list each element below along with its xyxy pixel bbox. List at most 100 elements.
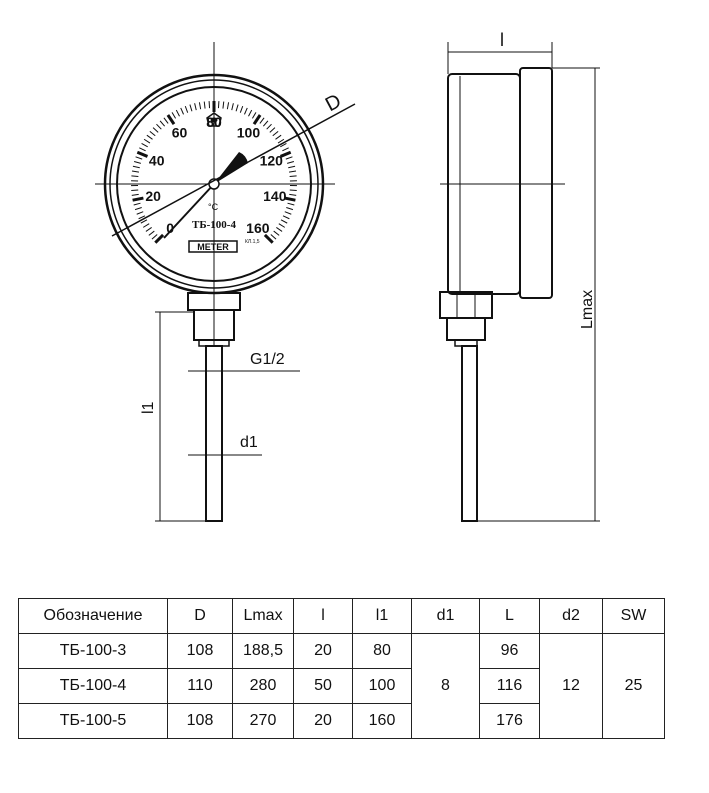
dimensions-table: Обозначение D Lmax l l1 d1 L d2 SW ТБ-10… — [18, 598, 665, 739]
dim-D-label: D — [322, 90, 345, 116]
cell: 110 — [167, 668, 233, 704]
cell: 8 — [411, 633, 480, 739]
header-cell: l1 — [352, 598, 412, 634]
minor-tick — [163, 117, 169, 124]
stem — [205, 345, 223, 522]
major-tick — [132, 196, 144, 202]
brand-text: METER — [197, 242, 229, 252]
minor-tick — [146, 134, 153, 140]
minor-tick — [140, 219, 148, 224]
minor-tick — [277, 138, 285, 144]
pointer — [214, 152, 248, 184]
scale-label: 60 — [172, 124, 188, 140]
minor-tick — [275, 134, 282, 140]
cell: ТБ-100-4 — [18, 668, 168, 704]
minor-tick — [289, 189, 297, 192]
minor-tick — [133, 202, 141, 206]
minor-tick — [151, 234, 158, 240]
minor-tick — [148, 230, 155, 236]
cell: 80 — [352, 633, 412, 669]
minor-tick — [270, 234, 277, 240]
minor-tick — [143, 138, 151, 144]
cell: 96 — [479, 633, 540, 669]
dim-Lmax-label: Lmax — [579, 290, 596, 329]
major-tick — [154, 233, 165, 244]
dim-l1-label: l1 — [140, 401, 157, 414]
header-cell: d2 — [539, 598, 603, 634]
cell: 50 — [293, 668, 353, 704]
cell: 20 — [293, 633, 353, 669]
minor-tick — [287, 202, 295, 206]
manufacturer-mark-icon — [206, 112, 222, 127]
minor-tick — [231, 103, 234, 111]
minor-tick — [280, 143, 287, 148]
table-row: ТБ-100-3 108 188,5 20 80 8 96 12 25 — [18, 633, 665, 739]
minor-tick — [133, 160, 141, 164]
minor-tick — [288, 165, 296, 169]
minor-tick — [156, 123, 162, 130]
brand-logo — [188, 240, 238, 253]
minor-tick — [285, 156, 293, 160]
major-tick — [263, 233, 274, 244]
minor-tick — [138, 215, 146, 220]
minor-tick — [131, 189, 139, 192]
scale-label: 100 — [237, 124, 261, 140]
minor-tick — [262, 120, 269, 127]
table-row: ТБ-100-4 110 280 50 100 116 — [18, 668, 665, 704]
minor-tick — [226, 102, 230, 110]
cell: 25 — [602, 633, 665, 739]
major-tick — [252, 114, 262, 125]
header-cell: Обозначение — [18, 598, 168, 634]
cell: 108 — [167, 633, 233, 669]
minor-tick — [289, 193, 297, 196]
scale-label: 40 — [149, 152, 165, 168]
minor-tick — [272, 130, 279, 137]
cell: 100 — [352, 668, 412, 704]
model-label: ТБ-100-4 — [192, 219, 236, 231]
minor-tick — [180, 107, 185, 115]
minor-tick — [135, 156, 143, 160]
cell: ТБ-100-5 — [18, 703, 168, 739]
cell: 176 — [479, 703, 540, 739]
minor-tick — [134, 207, 142, 211]
minor-tick — [284, 211, 292, 215]
side-view: l Lmax — [439, 30, 600, 522]
table-row: ТБ-100-5 108 270 20 160 176 — [18, 703, 665, 739]
cell: 160 — [352, 703, 412, 739]
minor-tick — [282, 147, 289, 152]
scale-labels: 020406080100120140160 — [145, 114, 286, 236]
accuracy-label: КЛ.1,5 — [245, 239, 260, 245]
dim-G-label: G1/2 — [250, 351, 285, 368]
scale-ticks — [131, 101, 297, 244]
scale-label: 140 — [263, 188, 287, 204]
minor-tick — [131, 175, 139, 178]
cell: 12 — [539, 633, 603, 739]
minor-tick — [259, 117, 265, 124]
major-tick — [136, 150, 149, 158]
dim-l-label: l — [500, 30, 504, 50]
minor-tick — [131, 193, 139, 196]
header-cell: l — [293, 598, 353, 634]
cell: 20 — [293, 703, 353, 739]
header-cell: SW — [602, 598, 665, 634]
major-tick — [166, 114, 176, 125]
minor-tick — [266, 123, 272, 130]
minor-tick — [243, 107, 248, 115]
major-tick — [279, 150, 292, 158]
minor-tick — [149, 130, 156, 137]
minor-tick — [286, 207, 294, 211]
minor-tick — [248, 109, 253, 117]
minor-tick — [282, 215, 290, 220]
minor-tick — [278, 223, 286, 228]
scale-label: 0 — [166, 220, 174, 236]
dimension-D — [111, 103, 356, 237]
minor-tick — [189, 104, 193, 112]
minor-tick — [198, 102, 202, 110]
header-cell: L — [479, 598, 540, 634]
table-header-row: Обозначение D Lmax l l1 d1 L d2 SW — [18, 598, 665, 634]
unit-label: °C — [208, 202, 219, 212]
minor-tick — [175, 109, 180, 117]
cell: 116 — [479, 668, 540, 704]
technical-drawing: 020406080100120140160 D °C ТБ-100-4 METE… — [95, 30, 600, 522]
minor-tick — [269, 127, 276, 133]
